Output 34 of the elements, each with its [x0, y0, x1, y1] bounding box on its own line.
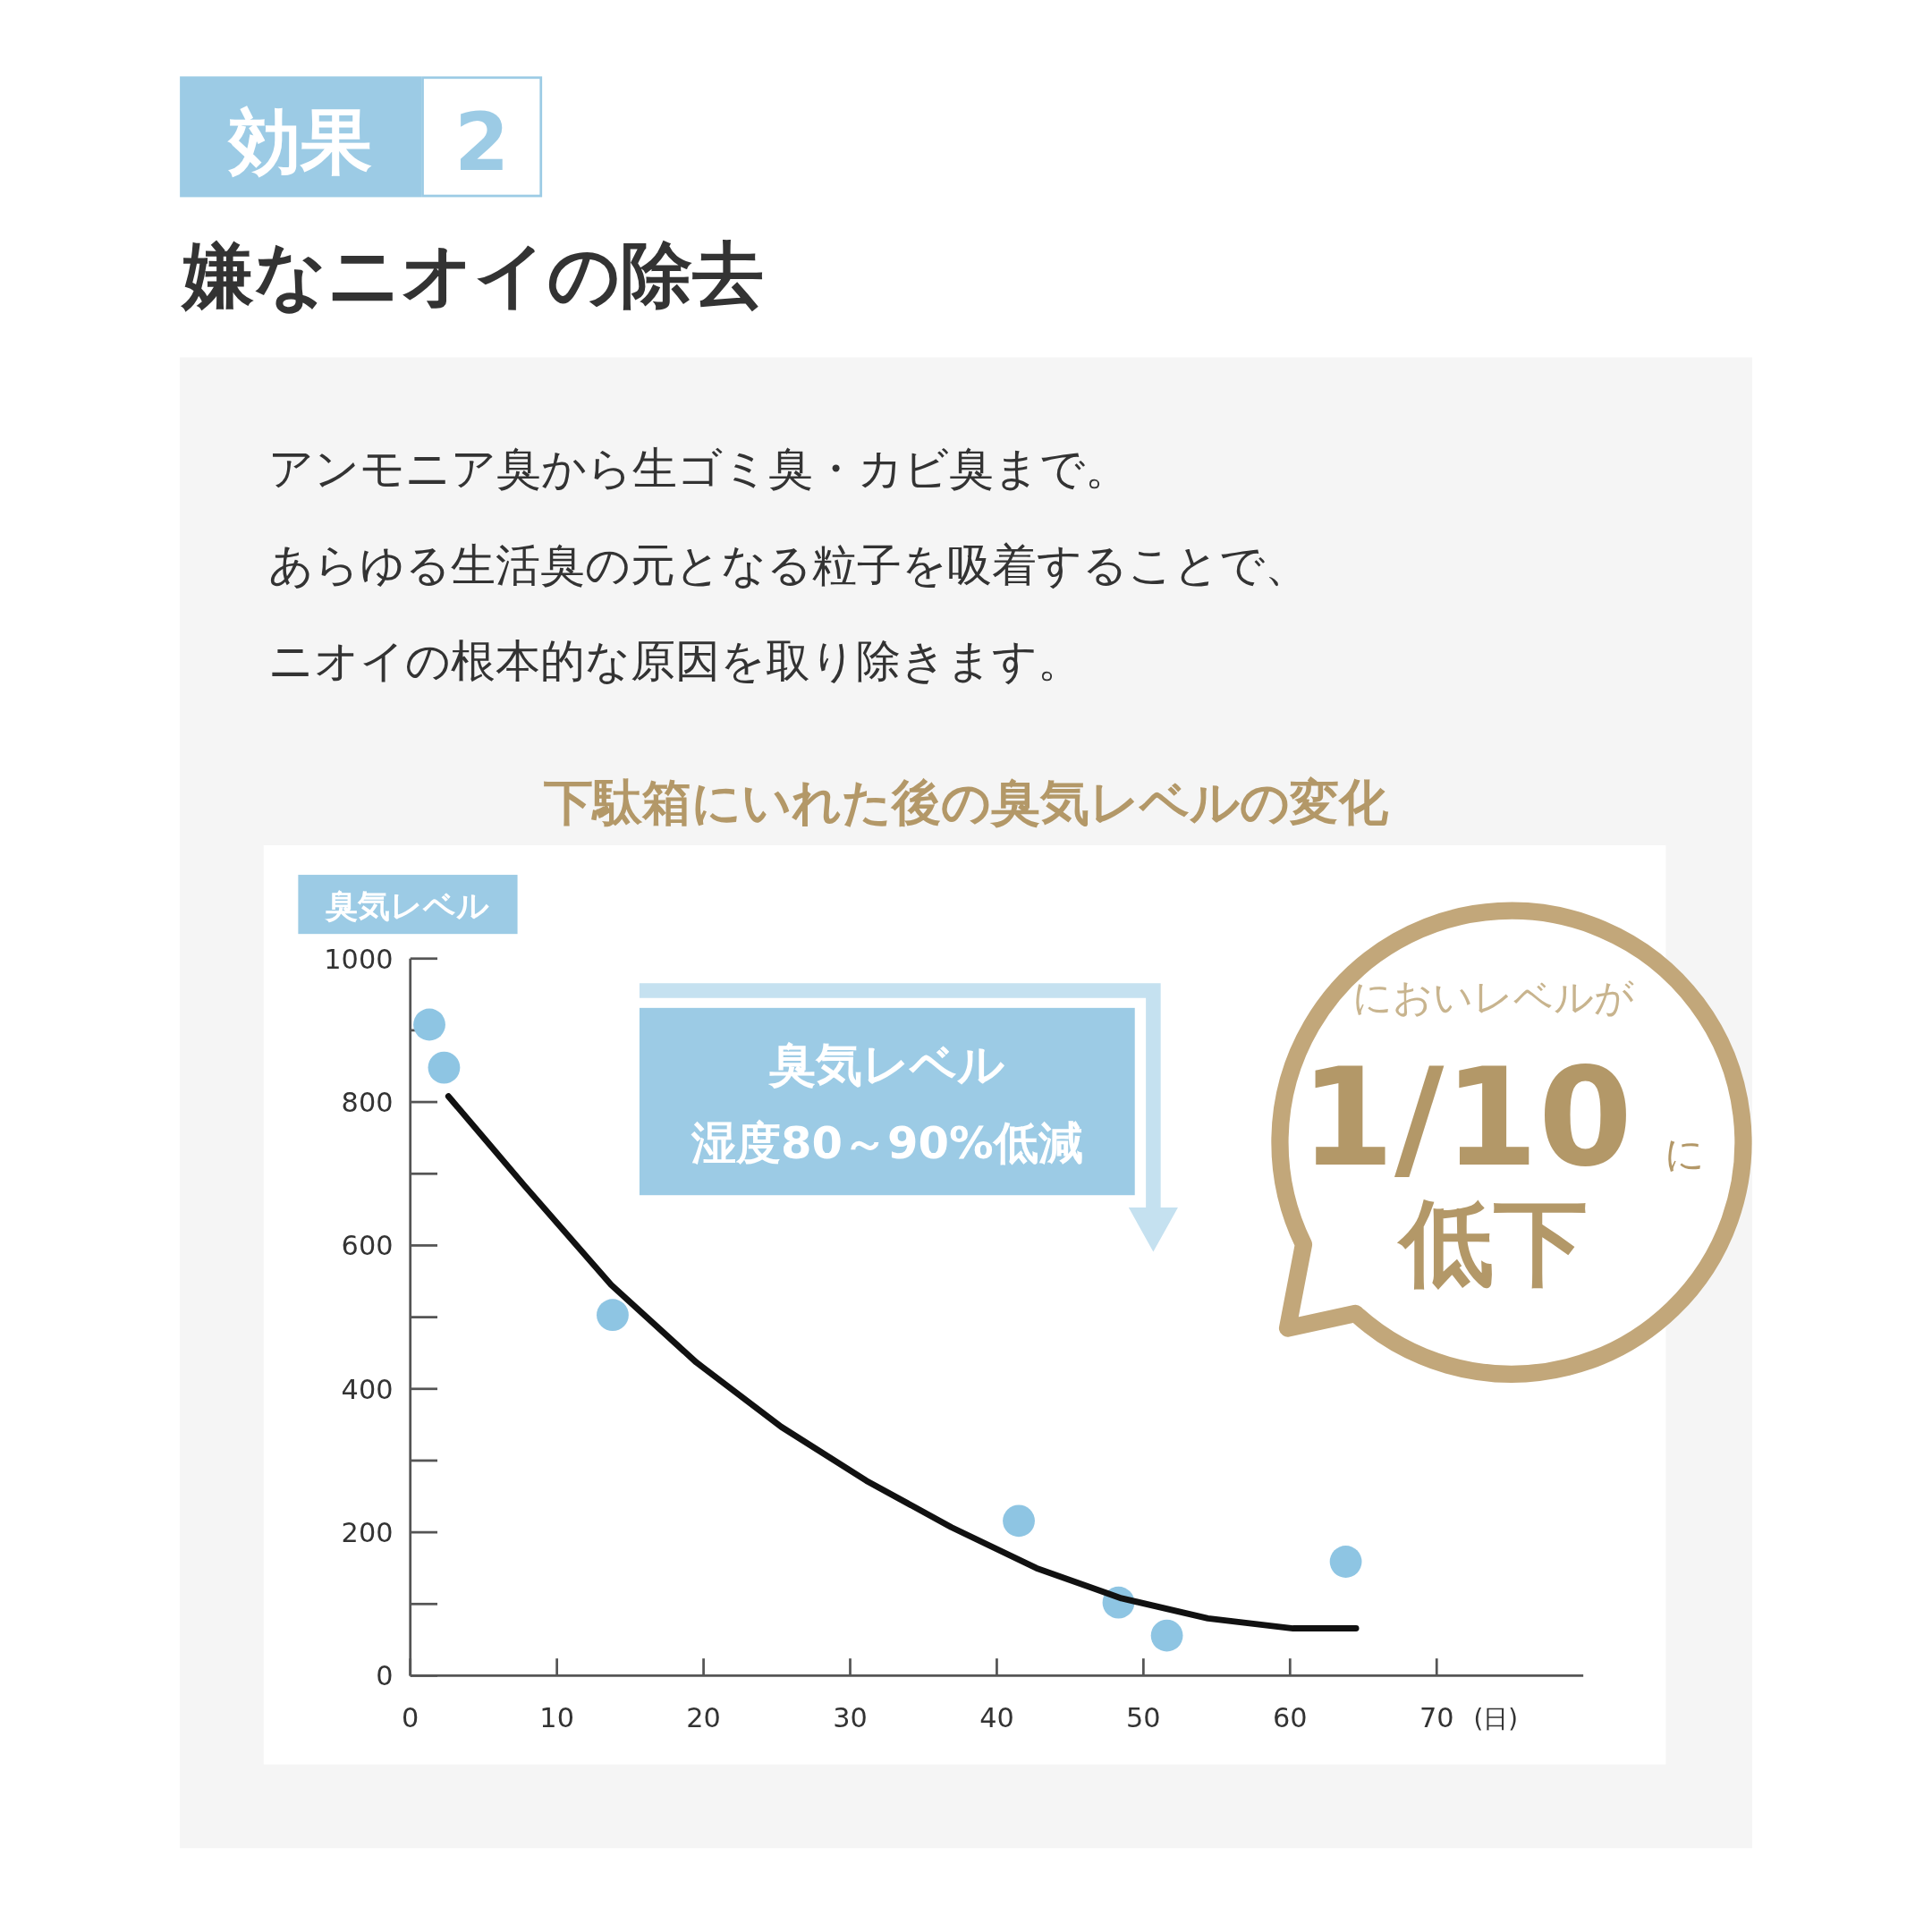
y-tick-label: 800 [341, 1087, 394, 1119]
y-tick-label: 0 [376, 1660, 394, 1692]
y-axis-title: 臭気レベル [325, 886, 490, 924]
x-tick-label: 60 [1273, 1702, 1308, 1734]
chart-title: 下駄箱にいれた後の臭気レベルの変化 [544, 774, 1389, 832]
point [413, 1008, 445, 1041]
x-tick-label: 30 [833, 1702, 868, 1734]
x-axis-title: (日) [1473, 1704, 1519, 1733]
text: あらゆる生活臭の元となる粒子を吸着することで、 [268, 538, 1310, 591]
point [597, 1299, 629, 1332]
text: 効果 [227, 99, 373, 183]
ylabel: 臭気レベル [298, 875, 518, 935]
x-tick-label: 10 [539, 1702, 574, 1734]
y-tick-label: 400 [341, 1373, 394, 1405]
y-tick-label: 1000 [324, 943, 394, 975]
annotation: 臭気レベル [767, 1037, 1005, 1092]
x-tick-label: 70 [1419, 1702, 1454, 1734]
x-tick-label: 50 [1126, 1702, 1161, 1734]
y-tick-label: 600 [341, 1230, 394, 1262]
text: 2 [453, 97, 510, 190]
point [1150, 1619, 1183, 1652]
text: アンモニア臭から生ゴミ臭・カビ臭まで。 [268, 443, 1131, 496]
x-tick-label: 20 [686, 1702, 721, 1734]
point [428, 1051, 461, 1084]
annotation: においレベルが [1352, 973, 1635, 1020]
text: ニオイの根本的な原因を取り除きます。 [268, 635, 1083, 688]
text: 嫌なニオイの除去 [179, 233, 764, 317]
annotation: 湿度80～90%低減 [691, 1116, 1083, 1169]
y-tick-label: 200 [341, 1517, 394, 1549]
point [1329, 1546, 1362, 1578]
point [1003, 1504, 1035, 1538]
text: に [1664, 1130, 1705, 1176]
x-tick-label: 0 [402, 1702, 419, 1734]
x-tick-label: 40 [979, 1702, 1014, 1734]
